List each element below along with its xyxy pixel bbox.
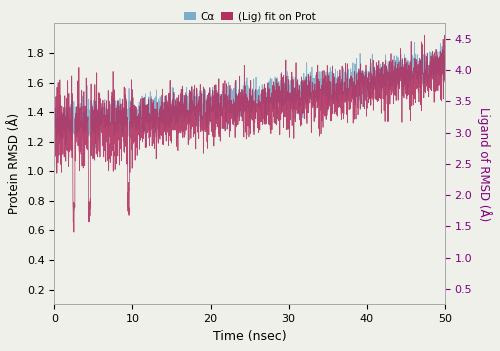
Y-axis label: Protein RMSD (Å): Protein RMSD (Å) bbox=[8, 113, 22, 214]
Legend: Cα, (Lig) fit on Prot: Cα, (Lig) fit on Prot bbox=[180, 7, 320, 26]
Y-axis label: Ligand of RMSD (Å): Ligand of RMSD (Å) bbox=[476, 107, 492, 221]
X-axis label: Time (nsec): Time (nsec) bbox=[212, 330, 286, 343]
